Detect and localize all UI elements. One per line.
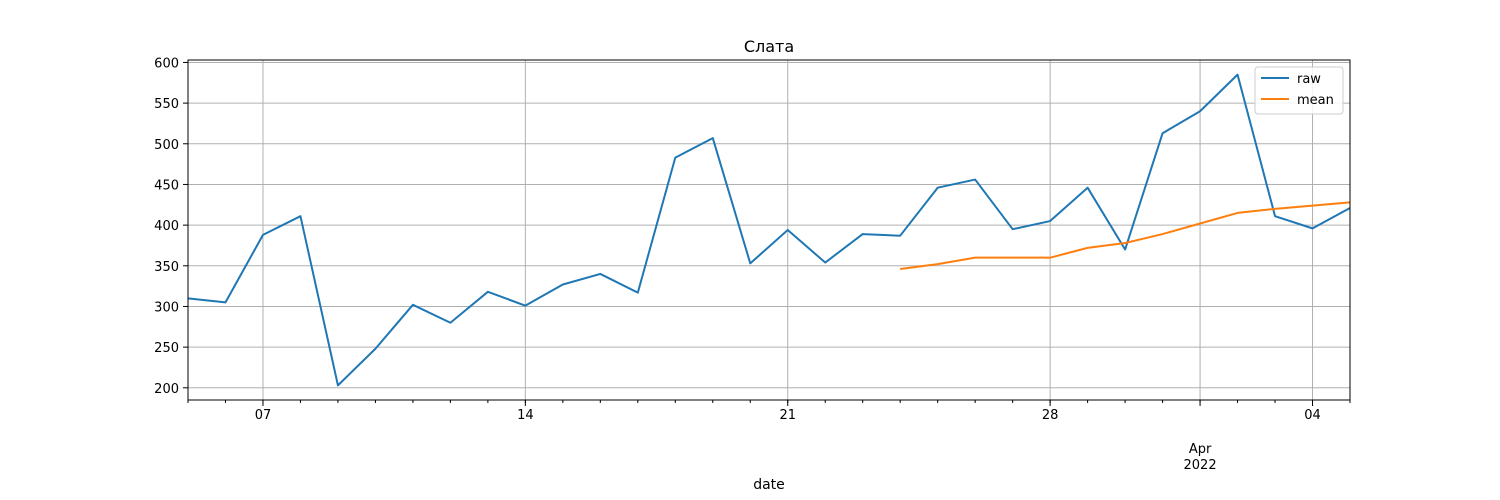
y-tick-label: 600 [154, 56, 179, 71]
y-tick-label: 200 [154, 382, 179, 397]
x-tick-label: 04 [1304, 408, 1321, 423]
chart-title: Слата [744, 37, 794, 56]
legend: raw mean [1254, 66, 1344, 115]
x-tick-label: 28 [1042, 408, 1059, 423]
y-axis: 200 250 300 350 400 450 500 550 600 [154, 56, 188, 397]
x-tick-label: Apr [1189, 442, 1212, 457]
y-tick-label: 300 [154, 300, 179, 315]
legend-label-mean: mean [1297, 93, 1334, 108]
y-tick-label: 500 [154, 138, 179, 153]
series-line-mean [900, 201, 1351, 271]
x-tick-label: 14 [517, 408, 534, 423]
y-tick-label: 550 [154, 97, 179, 112]
x-tick-year-label: 2022 [1184, 458, 1217, 473]
y-tick-label: 250 [154, 341, 179, 356]
plot-frame [187, 59, 1351, 401]
x-tick-label: 07 [255, 408, 272, 423]
series-line-raw [187, 73, 1351, 387]
grid-lines [188, 60, 1350, 400]
x-tick-label: 21 [779, 408, 796, 423]
y-tick-label: 350 [154, 260, 179, 275]
y-tick-label: 450 [154, 178, 179, 193]
y-tick-label: 400 [154, 219, 179, 234]
legend-label-raw: raw [1297, 72, 1321, 87]
series-lines [187, 73, 1351, 387]
x-axis-label: date [753, 477, 785, 493]
